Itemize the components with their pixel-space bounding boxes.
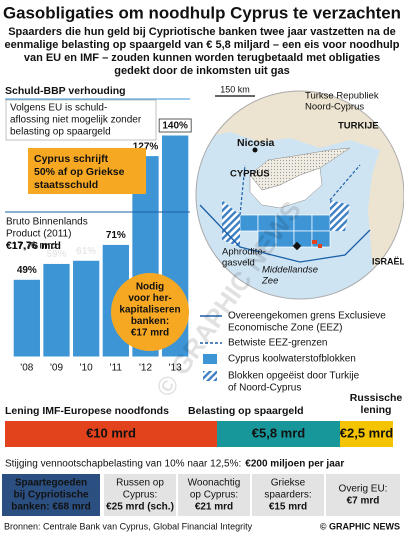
funding-label: Lening IMF-Europese noodfonds: [5, 405, 169, 417]
deposit-box: [104, 474, 176, 516]
subtitle: Spaarders die hun geld bij Cypriotische …: [8, 26, 396, 38]
funding-label: lening: [361, 404, 392, 416]
eu-note: aflossing niet mogelijk zonder: [10, 115, 142, 126]
legend-label: Overeengekomen grens Exclusieve: [228, 311, 386, 322]
recap-note: Nodig: [136, 282, 164, 293]
recap-circle: [111, 273, 189, 351]
value-label: 71%: [106, 230, 126, 241]
source: Bronnen: Centrale Bank van Cyprus, Globa…: [4, 521, 253, 531]
credit: © GRAPHIC NEWS: [320, 521, 400, 531]
deposit-text: €15 mrd: [269, 502, 307, 513]
writeoff-note: Cyprus schrijft: [34, 153, 109, 165]
deposit-text: Spaartegoeden: [15, 478, 87, 489]
value-label: 140%: [162, 121, 188, 132]
legend-label: Betwiste EEZ-grenzen: [228, 338, 328, 349]
value-label-box: [158, 118, 192, 133]
recap-note: kapitaliseren: [119, 305, 180, 316]
deposit-text: bij Cypriotische: [13, 490, 88, 501]
recap-note: banken:: [131, 316, 169, 327]
funding-value: €5,8 mrd: [252, 425, 306, 440]
capital-dot: [252, 147, 258, 153]
map-label: TURKIJE: [338, 121, 379, 132]
recap-note: voor her-: [128, 293, 171, 304]
legend-label: Cyprus koolwaterstofblokken: [228, 354, 356, 365]
writeoff-note: staatsschuld: [34, 179, 98, 191]
deposit-box: [326, 474, 400, 516]
legend-symbol: [203, 354, 217, 364]
map-label: ISRAËL: [372, 256, 404, 266]
x-tick-label: '13: [169, 363, 182, 374]
gdp-value: €17,76 mrd: [6, 240, 61, 252]
gdp-note: Product (2011): [6, 229, 71, 240]
legend-label: Blokken opgeëist door Turkije: [228, 371, 360, 382]
legend-label: Economische Zone (EEZ): [228, 323, 343, 334]
map-label: Turkse Republiek: [305, 91, 379, 102]
map: [196, 91, 404, 299]
deposit-text: €25 mrd (sch.): [106, 502, 174, 513]
value-label: 49%: [17, 265, 37, 276]
title: Gasobligaties om noodhulp Cyprus te verz…: [3, 3, 401, 22]
deposit-text: Russen op: [116, 478, 164, 489]
chart-title: Schuld-BBP verhouding: [5, 85, 126, 97]
deposit-text: Griekse: [271, 478, 306, 489]
eu-note: belasting op spaargeld: [10, 127, 111, 138]
gdp-note: Bruto Binnenlands: [6, 217, 88, 228]
deposit-text: spaarders:: [264, 490, 311, 501]
funding-value: €10 mrd: [86, 425, 136, 440]
bar: [72, 259, 101, 358]
funding-segment: [217, 421, 340, 447]
writeoff-box: [28, 148, 146, 194]
x-tick-label: '11: [110, 363, 123, 374]
note-box: [5, 99, 157, 141]
gasfield-marker: [292, 241, 302, 251]
map-frame: [195, 90, 404, 300]
funding-label: Russische: [350, 392, 403, 404]
x-tick-label: '12: [139, 363, 152, 374]
legend-label: of Noord-Cyprus: [228, 383, 301, 394]
funding-label: Belasting op spaargeld: [188, 405, 304, 417]
deposit-box: [252, 474, 324, 516]
tax-note: Stijging vennootschapbelasting van 10% n…: [5, 459, 241, 470]
legend-symbol: [203, 371, 217, 381]
map-scale: 150 km: [220, 84, 250, 94]
x-tick-label: '08: [20, 363, 33, 374]
deposit-text: Overig EU:: [339, 484, 388, 495]
subtitle: van EU en IMF – zouden kunnen worden ter…: [24, 52, 380, 64]
map-label: Nicosia: [237, 137, 275, 149]
gdp-note: €17,76 mrd: [6, 241, 57, 252]
eu-note: Volgens EU is schuld-: [10, 103, 107, 114]
map-label: Zee: [261, 276, 278, 287]
writeoff-note: 50% af op Griekse: [34, 166, 125, 178]
recap-note: €17 mrd: [131, 328, 169, 339]
map-label: gasveld: [222, 258, 255, 269]
x-tick-label: '09: [50, 363, 63, 374]
bar: [42, 262, 71, 358]
map-label: Aphrodite-: [222, 247, 266, 258]
tax-value: €200 miljoen per jaar: [245, 459, 344, 470]
deposit-text: €21 mrd: [195, 502, 233, 513]
deposit-text: op Cyprus:: [190, 490, 238, 501]
funding-value: €2,5 mrd: [340, 425, 394, 440]
funding-segment: [5, 421, 218, 447]
deposit-box: [178, 474, 250, 516]
map-label: Middellandse: [262, 265, 318, 276]
value-label: 127%: [133, 141, 159, 152]
deposit-text: Cyprus:: [123, 490, 157, 501]
deposit-text: banken: €68 mrd: [11, 502, 90, 513]
deposit-box: [2, 474, 100, 516]
subtitle: eenmalige belasting op spaargeld van € 5…: [5, 39, 400, 51]
deposit-text: Woonachtig: [188, 478, 241, 489]
subtitle: gedekt door de inkomsten uit gas: [114, 65, 289, 77]
bar: [12, 278, 41, 358]
map-label: CYPRUS: [230, 169, 270, 180]
map-label: Noord-Cyprus: [305, 102, 364, 113]
gdp-bg: [4, 215, 96, 259]
deposit-text: €7 mrd: [347, 496, 380, 507]
funding-segment: [339, 421, 393, 447]
x-tick-label: '10: [80, 363, 93, 374]
